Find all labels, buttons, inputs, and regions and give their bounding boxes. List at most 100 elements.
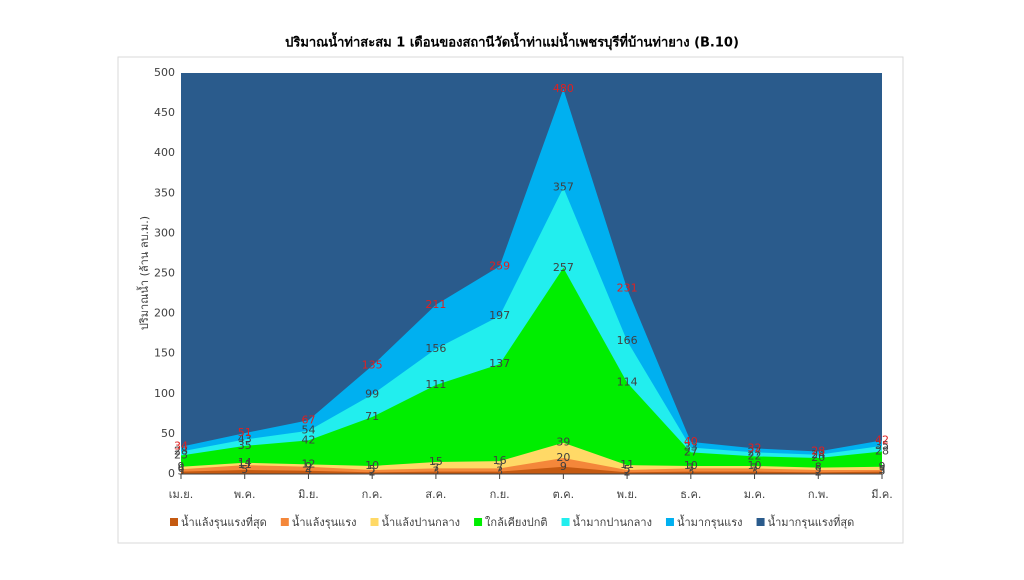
data-label: 23 — [174, 449, 188, 462]
data-label: 10 — [684, 459, 698, 472]
data-label: 54 — [301, 424, 315, 437]
data-label: 71 — [365, 410, 379, 423]
data-label: 22 — [748, 449, 762, 462]
legend-label: น้ำมากรุนแรง — [677, 514, 743, 529]
data-label: 12 — [301, 457, 315, 470]
data-label: 40 — [684, 435, 698, 448]
data-label: 9 — [178, 460, 185, 473]
y-tick-label: 300 — [154, 226, 175, 239]
data-label: 35 — [875, 439, 889, 452]
y-tick-label: 0 — [168, 467, 175, 480]
area — [181, 466, 882, 474]
data-label: 7 — [432, 461, 439, 474]
data-label: 20 — [811, 451, 825, 464]
data-label: 9 — [305, 460, 312, 473]
data-label: 2 — [815, 465, 822, 478]
data-label: 3 — [178, 465, 185, 478]
area — [181, 267, 882, 474]
data-label: 135 — [362, 359, 383, 372]
y-tick-label: 100 — [154, 387, 175, 400]
data-label: 34 — [174, 440, 188, 453]
data-label: 5 — [624, 463, 631, 476]
data-label: 32 — [748, 441, 762, 454]
data-label: 156 — [425, 342, 446, 355]
data-label: 357 — [553, 181, 574, 194]
data-label: 111 — [425, 378, 446, 391]
legend-swatch — [370, 518, 379, 526]
data-label: 28 — [875, 445, 889, 458]
legend-swatch — [280, 518, 289, 526]
y-tick-label: 350 — [154, 186, 175, 199]
data-label: 7 — [687, 461, 694, 474]
data-label: 42 — [301, 433, 315, 446]
data-label: 20 — [556, 451, 570, 464]
data-label: 114 — [617, 376, 638, 389]
x-tick-label: ม.ค. — [744, 488, 766, 501]
legend-label: น้ำแล้งรุนแรง — [292, 514, 357, 529]
data-label: 10 — [365, 459, 379, 472]
data-label: 67 — [301, 413, 315, 426]
legend-swatch — [665, 518, 674, 526]
data-label: 3 — [751, 465, 758, 478]
data-label: 2 — [369, 465, 376, 478]
data-label: 14 — [238, 456, 252, 469]
area — [181, 442, 882, 474]
x-tick-label: ต.ค. — [553, 488, 575, 501]
data-label: 9 — [879, 460, 886, 473]
data-label: 8 — [815, 461, 822, 474]
data-label: 5 — [815, 463, 822, 476]
y-tick-label: 250 — [154, 267, 175, 280]
legend-label: น้ำมากปานกลาง — [573, 514, 652, 529]
y-tick-label: 150 — [154, 347, 175, 360]
data-label: 28 — [811, 445, 825, 458]
data-label: 27 — [684, 445, 698, 458]
data-label: 24 — [811, 448, 825, 461]
y-tick-label: 450 — [154, 106, 175, 119]
data-label: 7 — [496, 461, 503, 474]
data-label: 137 — [489, 357, 510, 370]
x-tick-label: พ.ย. — [617, 488, 638, 501]
chart-title: ปริมาณน้ำท่าสะสม 1 เดือนของสถานีวัดน้ำท่… — [285, 32, 739, 51]
data-label: 197 — [489, 309, 510, 322]
data-label: 11 — [238, 458, 252, 471]
data-label: 33 — [684, 441, 698, 454]
data-label: 480 — [553, 82, 574, 95]
data-label: 259 — [489, 259, 510, 272]
data-label: 15 — [429, 455, 443, 468]
data-label: 211 — [425, 298, 446, 311]
x-tick-label: ก.ย. — [490, 488, 510, 501]
y-tick-label: 500 — [154, 66, 175, 79]
x-tick-label: ก.พ. — [808, 488, 829, 501]
data-label: 5 — [241, 463, 248, 476]
x-tick-label: ธ.ค. — [680, 488, 701, 501]
data-label: 10 — [748, 459, 762, 472]
x-tick-label: เม.ย. — [169, 488, 193, 501]
y-tick-label: 50 — [161, 427, 175, 440]
data-label: 3 — [879, 465, 886, 478]
x-tick-label: ส.ค. — [425, 488, 446, 501]
y-axis-label: ปริมาณน้ำ (ล้าน ลบ.ม.) — [136, 216, 151, 330]
data-label: 51 — [238, 426, 252, 439]
data-label: 35 — [238, 439, 252, 452]
x-tick-label: มี.ค. — [871, 488, 893, 501]
data-label: 39 — [556, 436, 570, 449]
data-label: 6 — [178, 462, 185, 475]
data-label: 16 — [493, 454, 507, 467]
legend-swatch — [561, 518, 570, 526]
data-label: 42 — [875, 433, 889, 446]
data-label: 43 — [238, 433, 252, 446]
area — [181, 457, 882, 474]
y-tick-label: 200 — [154, 307, 175, 320]
data-label: 5 — [369, 463, 376, 476]
legend-label: น้ำแล้งรุนแรงที่สุด — [181, 514, 267, 529]
data-label: 7 — [751, 461, 758, 474]
y-tick-label: 400 — [154, 146, 175, 159]
data-label: 11 — [620, 458, 634, 471]
legend-label: น้ำแล้งปานกลาง — [382, 514, 461, 529]
data-label: 3 — [496, 465, 503, 478]
data-label: 5 — [879, 463, 886, 476]
data-label: 257 — [553, 261, 574, 274]
legend-swatch — [170, 518, 178, 526]
